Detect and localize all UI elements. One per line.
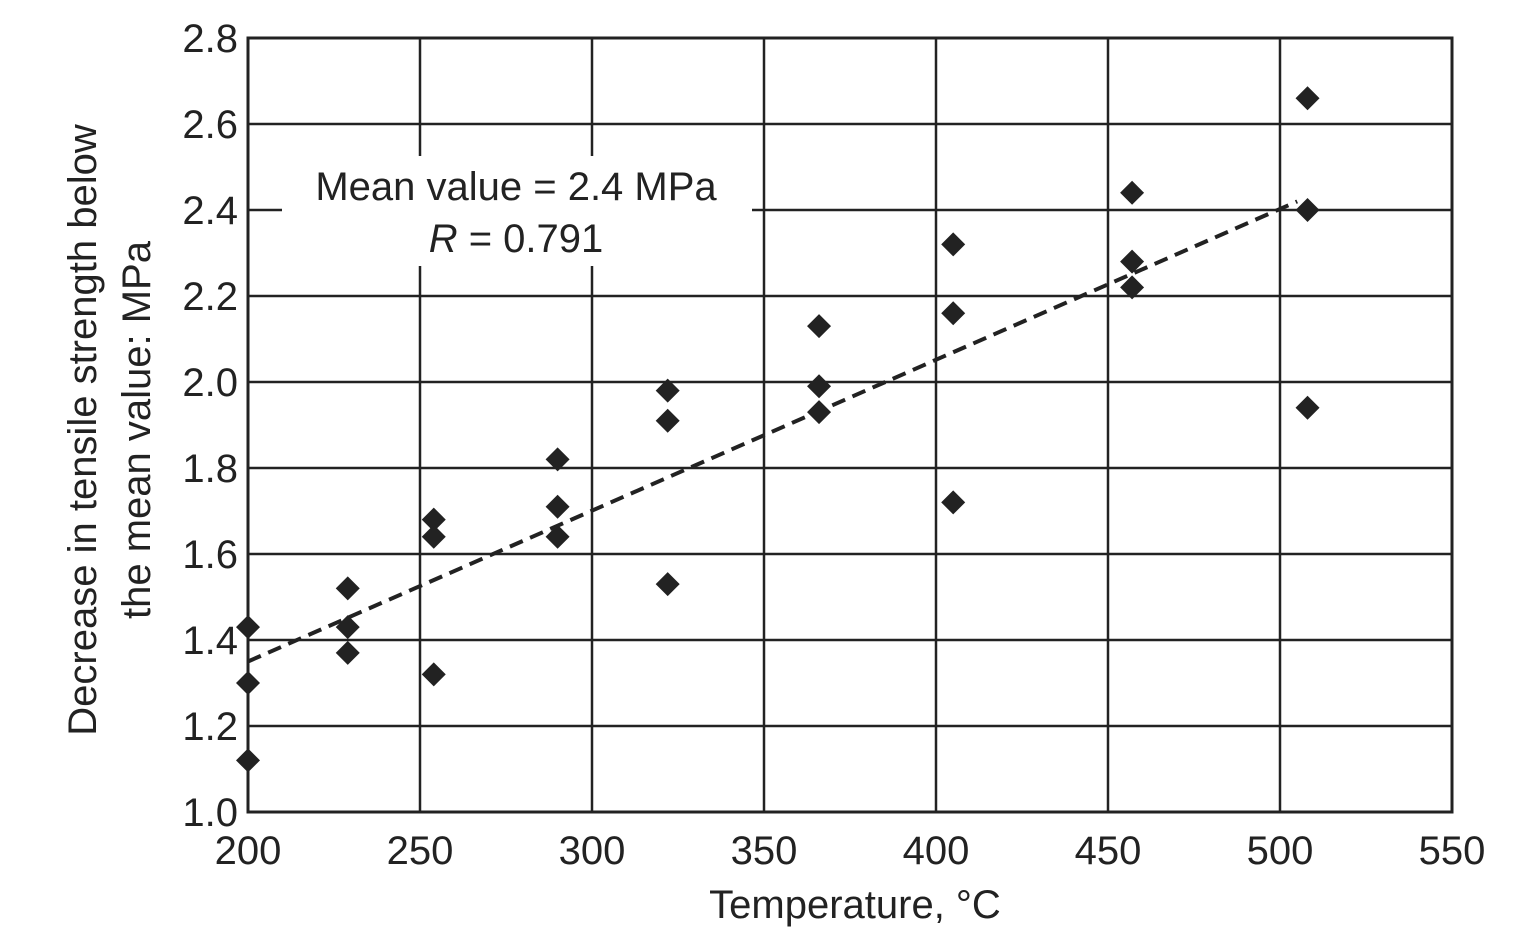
x-axis-label: Temperature, °C bbox=[709, 883, 1001, 927]
x-tick-label-250: 250 bbox=[387, 829, 454, 873]
plot-frame bbox=[246, 36, 1454, 814]
y-tick-label-1_6: 1.6 bbox=[182, 533, 238, 577]
data-point-2 bbox=[236, 748, 260, 773]
y-tick-label-2: 2.0 bbox=[182, 361, 238, 405]
x-tick-label-350: 350 bbox=[731, 829, 798, 873]
y-tick-label-2_2: 2.2 bbox=[182, 275, 238, 319]
y-tick-label-1_8: 1.8 bbox=[182, 447, 238, 491]
y-tick-label-1_4: 1.4 bbox=[182, 619, 238, 663]
data-point-23 bbox=[1120, 275, 1145, 300]
data-point-6 bbox=[421, 507, 446, 532]
data-point-0 bbox=[236, 615, 260, 640]
annotation-r-value: R = 0.791 bbox=[429, 217, 604, 261]
y-tick-label-2_8: 2.8 bbox=[182, 17, 238, 61]
annotation-background bbox=[282, 156, 752, 266]
data-point-12 bbox=[655, 378, 680, 403]
data-point-9 bbox=[545, 447, 570, 472]
tick-labels: 200 250 300 350 400 450 500 550 1.0 1.2 1.4 1.6 1.8 2… bbox=[182, 17, 1485, 873]
data-point-4 bbox=[335, 615, 360, 640]
y-tick-label-1: 1.0 bbox=[182, 791, 238, 835]
data-point-22 bbox=[1120, 249, 1145, 274]
data-point-24 bbox=[1295, 86, 1320, 111]
annotation-r-variable: R bbox=[429, 217, 458, 261]
data-point-13 bbox=[655, 408, 680, 433]
data-point-5 bbox=[335, 640, 360, 665]
data-point-25 bbox=[1295, 198, 1320, 222]
data-point-15 bbox=[807, 314, 832, 339]
data-points bbox=[236, 86, 1320, 773]
y-tick-label-2_4: 2.4 bbox=[182, 189, 238, 233]
x-tick-label-500: 500 bbox=[1247, 829, 1314, 873]
data-point-17 bbox=[807, 400, 832, 425]
data-point-1 bbox=[236, 671, 260, 695]
data-point-10 bbox=[545, 494, 570, 519]
x-tick-label-200: 200 bbox=[215, 829, 282, 873]
data-point-14 bbox=[655, 572, 680, 597]
data-point-21 bbox=[1120, 180, 1145, 205]
grid-lines bbox=[246, 36, 1454, 814]
y-axis-label-line-2: the mean value: MPa bbox=[115, 240, 159, 619]
data-point-26 bbox=[1295, 395, 1320, 420]
data-point-20 bbox=[941, 490, 966, 515]
data-point-3 bbox=[335, 576, 360, 601]
y-tick-label-2_6: 2.6 bbox=[182, 103, 238, 147]
y-axis-label: Decrease in tensile strength below the m… bbox=[61, 124, 159, 736]
annotation-mean-value: Mean value = 2.4 MPa bbox=[315, 165, 717, 209]
x-tick-label-300: 300 bbox=[559, 829, 626, 873]
x-tick-label-400: 400 bbox=[903, 829, 970, 873]
data-point-8 bbox=[421, 662, 446, 687]
trendline bbox=[247, 199, 1299, 664]
data-point-18 bbox=[941, 232, 966, 257]
data-point-11 bbox=[545, 524, 570, 549]
x-tick-label-450: 450 bbox=[1075, 829, 1142, 873]
data-point-19 bbox=[941, 301, 966, 326]
x-tick-label-550: 550 bbox=[1419, 829, 1486, 873]
y-axis-label-line-1: Decrease in tensile strength below bbox=[61, 124, 105, 736]
annotation-r-rest: = 0.791 bbox=[458, 217, 604, 261]
data-point-16 bbox=[807, 374, 832, 399]
data-point-7 bbox=[421, 524, 446, 549]
y-tick-label-1_2: 1.2 bbox=[182, 705, 238, 749]
